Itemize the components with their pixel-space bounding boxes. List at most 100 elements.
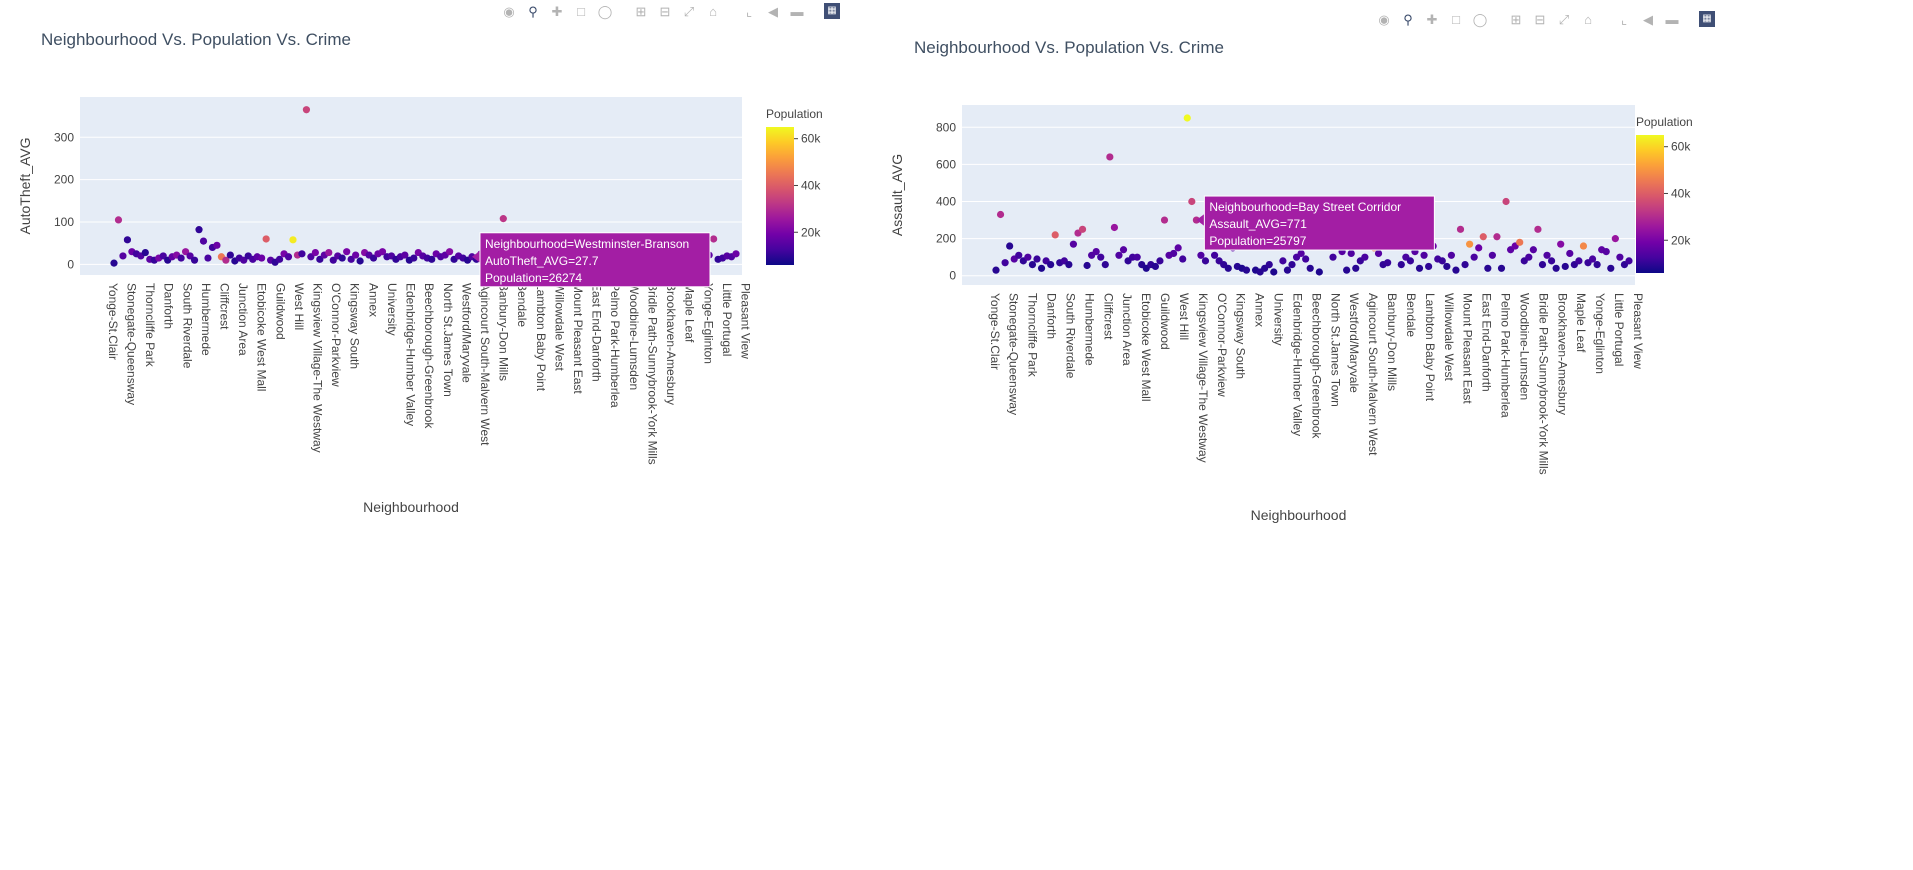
y-tick-label: 0 bbox=[67, 257, 74, 271]
data-point bbox=[1607, 264, 1615, 272]
x-tick-label: University bbox=[385, 283, 399, 336]
data-point bbox=[1497, 264, 1506, 272]
data-point bbox=[316, 255, 324, 263]
data-point bbox=[1302, 255, 1310, 263]
data-point bbox=[1174, 244, 1182, 252]
x-tick-label: West Hill bbox=[1177, 293, 1191, 340]
pan-icon[interactable]: ✚ bbox=[551, 3, 563, 19]
data-point bbox=[119, 252, 127, 260]
y-tick-label: 200 bbox=[54, 173, 74, 187]
zoom-out-icon[interactable]: ⊟ bbox=[1534, 11, 1546, 27]
camera-icon[interactable]: ◉ bbox=[1378, 11, 1390, 27]
autoscale-icon[interactable]: ⤢ bbox=[1558, 11, 1570, 27]
x-tick-label: O'Connor-Parkview bbox=[1215, 293, 1229, 397]
data-point bbox=[1106, 153, 1114, 161]
colorbar bbox=[766, 127, 794, 265]
data-point bbox=[352, 251, 360, 259]
data-point bbox=[1493, 233, 1501, 241]
x-tick-label: Banbury-Don Mills bbox=[497, 283, 511, 381]
chart-panel-right: ◉ ⚲ ✚ □ ◯ ⊞ ⊟ ⤢ ⌂ ⌞ ◀ ▬ ▦ Neighbourhood … bbox=[880, 0, 1913, 560]
x-tick-label: Danforth bbox=[162, 283, 176, 329]
plotly-logo-icon[interactable]: ▦ bbox=[824, 3, 840, 19]
data-point bbox=[226, 251, 234, 259]
data-point bbox=[1557, 240, 1565, 248]
spike-lines-icon[interactable]: ⌞ bbox=[1620, 11, 1628, 27]
x-tick-label: Edenbridge-Humber Valley bbox=[404, 283, 418, 426]
hover-compare-icon[interactable]: ▬ bbox=[790, 3, 804, 19]
lasso-icon[interactable]: ◯ bbox=[597, 3, 613, 19]
data-point bbox=[1083, 261, 1091, 270]
data-point bbox=[195, 226, 203, 234]
x-tick-label: Yonge-Eglinton bbox=[1593, 293, 1607, 374]
data-point bbox=[190, 256, 199, 264]
x-tick-label: Annex bbox=[1253, 293, 1267, 327]
camera-icon[interactable]: ◉ bbox=[503, 3, 515, 19]
data-point bbox=[1547, 257, 1556, 265]
data-point bbox=[1456, 225, 1465, 233]
data-point bbox=[369, 254, 378, 262]
data-point bbox=[1160, 216, 1169, 224]
data-point bbox=[1133, 253, 1141, 261]
data-point bbox=[110, 259, 118, 267]
plotly-logo-icon[interactable]: ▦ bbox=[1699, 11, 1715, 27]
spike-lines-icon[interactable]: ⌞ bbox=[745, 3, 753, 19]
hover-line: Assault_AVG=771 bbox=[1209, 217, 1307, 231]
data-point bbox=[1479, 233, 1487, 241]
hover-closest-icon[interactable]: ◀ bbox=[1643, 11, 1653, 27]
data-point bbox=[446, 248, 454, 256]
data-point bbox=[284, 253, 293, 261]
x-tick-label: West Hill bbox=[292, 283, 306, 330]
y-tick-label: 400 bbox=[936, 194, 956, 208]
zoom-in-icon[interactable]: ⊞ bbox=[635, 3, 647, 19]
hover-compare-icon[interactable]: ▬ bbox=[1665, 11, 1679, 27]
lasso-icon[interactable]: ◯ bbox=[1472, 11, 1488, 27]
reset-axes-icon[interactable]: ⌂ bbox=[709, 3, 717, 19]
data-point bbox=[1024, 253, 1032, 261]
data-point bbox=[1119, 246, 1128, 254]
data-point bbox=[1425, 262, 1433, 271]
zoom-icon[interactable]: ⚲ bbox=[528, 3, 538, 19]
zoom-out-icon[interactable]: ⊟ bbox=[659, 3, 671, 19]
data-point bbox=[1538, 260, 1547, 269]
x-tick-label: Danforth bbox=[1045, 293, 1059, 339]
x-tick-label: Maple Leaf bbox=[1574, 293, 1588, 353]
x-tick-label: Beechborough-Greenbrook bbox=[1309, 293, 1323, 439]
hover-tooltip bbox=[1203, 195, 1435, 251]
data-point bbox=[343, 248, 351, 256]
data-point bbox=[1438, 257, 1446, 265]
pan-icon[interactable]: ✚ bbox=[1426, 11, 1438, 27]
autoscale-icon[interactable]: ⤢ bbox=[683, 3, 695, 19]
data-point bbox=[1283, 266, 1292, 274]
data-point bbox=[1197, 251, 1205, 259]
data-point bbox=[1552, 264, 1560, 272]
x-axis-title: Neighbourhood bbox=[363, 499, 459, 515]
box-select-icon[interactable]: □ bbox=[577, 3, 585, 19]
hover-closest-icon[interactable]: ◀ bbox=[768, 3, 778, 19]
x-tick-label: Agincourt South-Malvern West bbox=[1366, 293, 1380, 456]
data-point bbox=[1242, 266, 1251, 274]
data-point bbox=[1352, 264, 1360, 272]
data-point bbox=[1343, 266, 1351, 274]
data-point bbox=[1566, 249, 1574, 258]
data-point bbox=[1616, 253, 1624, 261]
data-point bbox=[401, 251, 409, 259]
data-point bbox=[123, 236, 132, 244]
data-point bbox=[1361, 253, 1369, 261]
box-select-icon[interactable]: □ bbox=[1452, 11, 1460, 27]
data-point bbox=[258, 254, 266, 262]
x-tick-label: Brookhaven-Amesbury bbox=[1555, 293, 1569, 415]
zoom-in-icon[interactable]: ⊞ bbox=[1510, 11, 1522, 27]
hover-pointer bbox=[471, 250, 480, 263]
x-tick-label: Bendale bbox=[515, 283, 529, 327]
hover-pointer bbox=[1196, 214, 1205, 227]
data-point bbox=[141, 248, 149, 257]
x-tick-label: Bridle Path-Sunnybrook-York Mills bbox=[645, 283, 659, 465]
colorbar-title: Population bbox=[766, 107, 823, 121]
x-tick-label: Yonge-Eglinton bbox=[701, 283, 715, 364]
x-tick-label: Guildwood bbox=[1158, 293, 1172, 350]
data-point bbox=[1115, 251, 1123, 259]
x-tick-label: Mount Pleasant East bbox=[571, 283, 585, 394]
x-tick-label: Mount Pleasant East bbox=[1461, 293, 1475, 404]
zoom-icon[interactable]: ⚲ bbox=[1403, 11, 1413, 27]
reset-axes-icon[interactable]: ⌂ bbox=[1584, 11, 1592, 27]
